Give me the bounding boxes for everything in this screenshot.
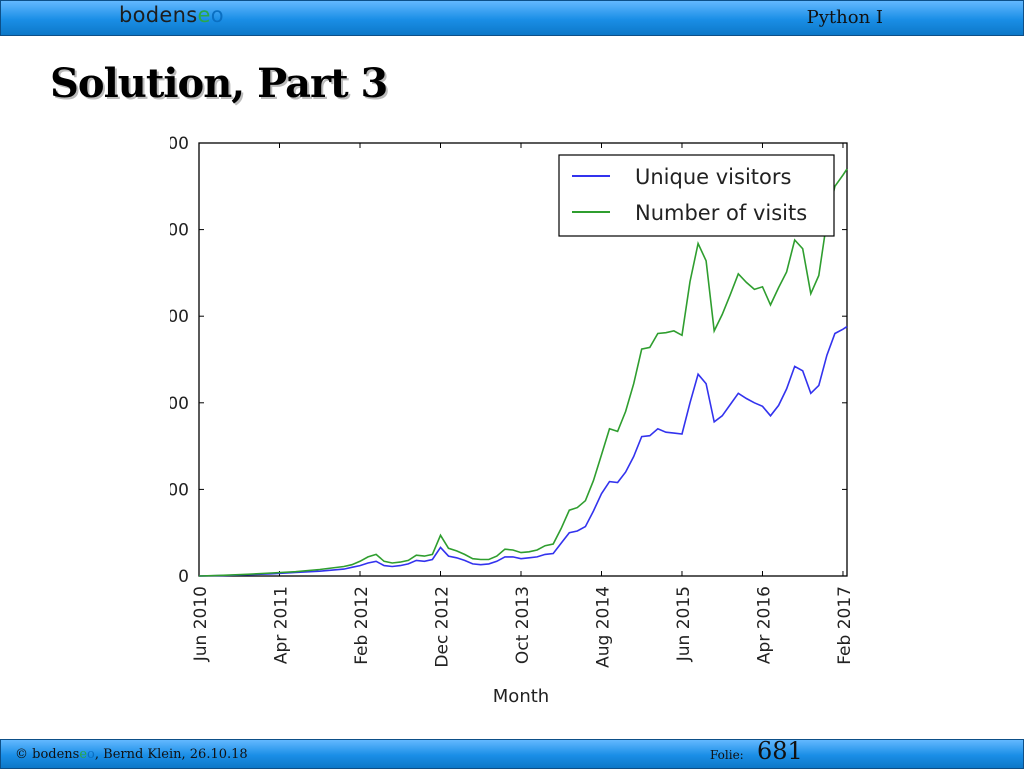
footer-logo-o: o	[87, 747, 95, 762]
logo-e: e	[197, 3, 211, 27]
x-tick-label: Apr 2016	[754, 586, 774, 664]
author-date: , Bernd Klein, 26.10.18	[94, 747, 248, 762]
legend-unique-label: Unique visitors	[635, 165, 791, 189]
y-tick-label: 0	[178, 567, 189, 587]
folie-number: 681	[757, 737, 803, 765]
legend-visits-label: Number of visits	[635, 201, 807, 225]
legend-box	[558, 154, 835, 237]
x-tick-label: Feb 2012	[352, 586, 372, 665]
footer-logo-e: e	[79, 747, 88, 762]
plot-frame	[198, 142, 848, 577]
y-tick-label: 100000	[170, 480, 189, 500]
y-tick-label: 500000	[170, 134, 189, 154]
legend: Unique visitors Number of visits	[558, 154, 835, 237]
x-tick-label: Apr 2011	[271, 586, 291, 664]
x-tick-label: Dec 2012	[432, 586, 452, 668]
footer-bar: © bodenseo, Bernd Klein, 26.10.18 Folie:…	[0, 737, 1024, 769]
folie-label: Folie:	[710, 748, 744, 762]
bodenseo-logo: bodenseo	[119, 3, 224, 27]
copyright-text: © bodens	[15, 747, 80, 762]
series-number-of-visits-line	[198, 168, 848, 577]
logo-o: o	[210, 3, 224, 27]
x-tick-label: Feb 2017	[835, 586, 855, 665]
series-unique-visitors-line	[198, 325, 848, 577]
y-tick-label: 400000	[170, 221, 189, 241]
x-tick-label: Jun 2010	[191, 586, 211, 662]
header-bar: bodenseo Python I	[0, 0, 1024, 36]
y-tick-label: 200000	[170, 394, 189, 414]
x-tick-label: Jun 2015	[674, 586, 694, 662]
x-tick-label: Aug 2014	[593, 586, 613, 668]
x-axis-label: Month	[493, 686, 549, 707]
footer-credit: © bodenseo, Bernd Klein, 26.10.18	[15, 747, 248, 762]
logo-text: bodens	[119, 3, 198, 27]
course-title: Python I	[806, 7, 883, 28]
x-tick-label: Oct 2013	[513, 586, 533, 664]
slide-title: Solution, Part 3	[50, 60, 388, 107]
